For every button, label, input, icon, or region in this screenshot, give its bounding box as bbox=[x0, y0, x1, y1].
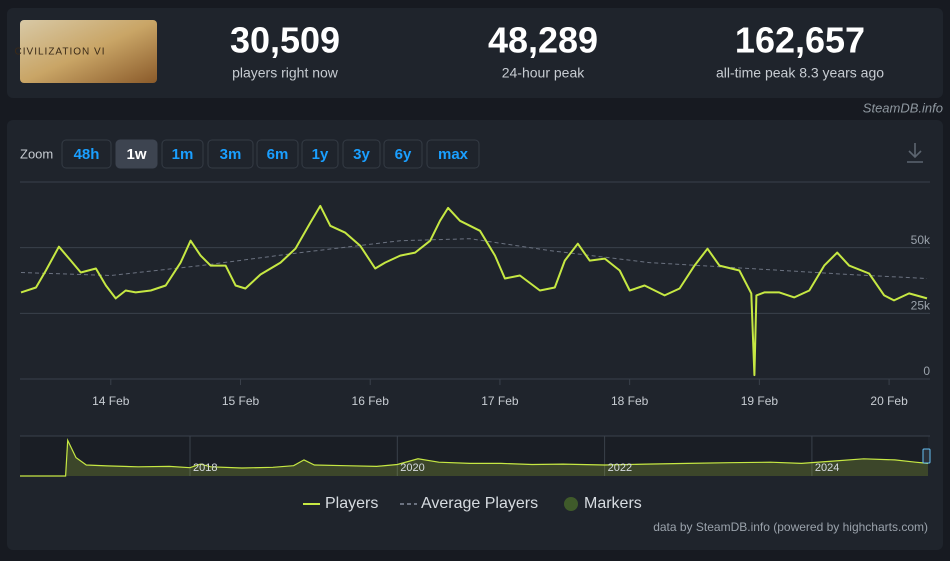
zoom-button-label: 6m bbox=[267, 146, 289, 163]
zoom-button-label: 1y bbox=[312, 146, 329, 163]
average-line bbox=[20, 238, 928, 279]
download-glyph bbox=[907, 143, 923, 163]
navigator-tick-label: 2018 bbox=[193, 462, 217, 474]
zoom-button[interactable]: 1w bbox=[115, 139, 158, 169]
main-chart: 0 25k 50k 14 Feb 15 Feb 16 Feb 17 Feb 18 Feb 19 … bbox=[20, 204, 931, 408]
zoom-button-label: 1m bbox=[172, 146, 194, 163]
legend-symbol bbox=[564, 497, 578, 511]
navigator-tick-label: 2022 bbox=[608, 462, 632, 474]
stats-panel bbox=[7, 8, 943, 98]
stat-label: 24-hour peak bbox=[502, 65, 586, 81]
legend: Players Average Players Markers bbox=[303, 495, 642, 512]
navigator-bg bbox=[20, 436, 928, 476]
x-tick-label: 20 Feb bbox=[870, 394, 908, 408]
zoom-label: Zoom bbox=[20, 146, 53, 161]
legend-item[interactable]: Average Players bbox=[400, 495, 538, 512]
legend-label: Average Players bbox=[421, 495, 538, 512]
navigator-tick-label: 2020 bbox=[400, 462, 424, 474]
navigator-line bbox=[20, 438, 929, 477]
zoom-button[interactable]: 1m bbox=[161, 139, 204, 169]
zoom-button-bg bbox=[115, 139, 158, 169]
stat-value: 162,657 bbox=[735, 20, 865, 61]
navigator: 2018 2020 2022 2024 bbox=[20, 435, 931, 477]
zoom-button[interactable]: 1y bbox=[301, 139, 339, 169]
x-tick-label: 16 Feb bbox=[352, 394, 390, 408]
chart-panel bbox=[7, 120, 943, 550]
zoom-button[interactable]: 3m bbox=[207, 139, 254, 169]
x-tick-label: 18 Feb bbox=[611, 394, 649, 408]
navigator-area bbox=[20, 440, 928, 476]
y-tick-label: 25k bbox=[911, 299, 931, 313]
zoom-button-bg bbox=[207, 139, 254, 169]
y-tick-label: 0 bbox=[923, 364, 930, 378]
zoom-button-bg bbox=[61, 139, 112, 169]
x-tick-label: 15 Feb bbox=[222, 394, 260, 408]
zoom-button-bg bbox=[342, 139, 381, 169]
x-tick-label: 14 Feb bbox=[92, 394, 130, 408]
zoom-button-label: 3m bbox=[220, 146, 242, 163]
stat-value: 48,289 bbox=[488, 20, 598, 61]
players-line bbox=[20, 204, 928, 377]
game-image-text: CIVILIZATION VI bbox=[15, 47, 106, 58]
stat-value: 30,509 bbox=[230, 20, 340, 61]
zoom-button-label: max bbox=[438, 146, 469, 163]
zoom-button[interactable]: max bbox=[426, 139, 480, 169]
x-tick-label: 19 Feb bbox=[741, 394, 779, 408]
zoom-button-label: 48h bbox=[74, 146, 100, 163]
zoom-button-bg bbox=[426, 139, 480, 169]
download-icon[interactable] bbox=[907, 143, 923, 163]
zoom-button-label: 1w bbox=[126, 146, 146, 163]
zoom-button[interactable]: 48h bbox=[61, 139, 112, 169]
zoom-button[interactable]: 6y bbox=[383, 139, 423, 169]
y-tick-label: 50k bbox=[911, 233, 931, 247]
zoom-button-bg bbox=[161, 139, 204, 169]
zoom-button-bg bbox=[301, 139, 339, 169]
zoom-button-bg bbox=[383, 139, 423, 169]
zoom-button[interactable]: 3y bbox=[342, 139, 381, 169]
navigator-handle[interactable] bbox=[922, 448, 931, 464]
stat-label: all-time peak 8.3 years ago bbox=[716, 65, 884, 81]
x-tick-label: 17 Feb bbox=[481, 394, 519, 408]
legend-item[interactable]: Players bbox=[303, 495, 378, 512]
game-image bbox=[20, 20, 157, 83]
legend-item[interactable]: Markers bbox=[564, 495, 642, 512]
legend-label: Markers bbox=[584, 495, 642, 512]
zoom-button-bg bbox=[256, 139, 299, 169]
zoom-buttons: 48h 1w 1m 3m 6m 1y 3y 6y max bbox=[61, 139, 480, 169]
zoom-button-label: 6y bbox=[395, 146, 412, 163]
zoom-button[interactable]: 6m bbox=[256, 139, 299, 169]
watermark: SteamDB.info bbox=[863, 100, 943, 115]
legend-label: Players bbox=[325, 495, 378, 512]
credits: data by SteamDB.info (powered by highcha… bbox=[653, 520, 928, 534]
zoom-button-label: 3y bbox=[353, 146, 370, 163]
stat-label: players right now bbox=[232, 65, 339, 81]
navigator-tick-label: 2024 bbox=[815, 462, 839, 474]
